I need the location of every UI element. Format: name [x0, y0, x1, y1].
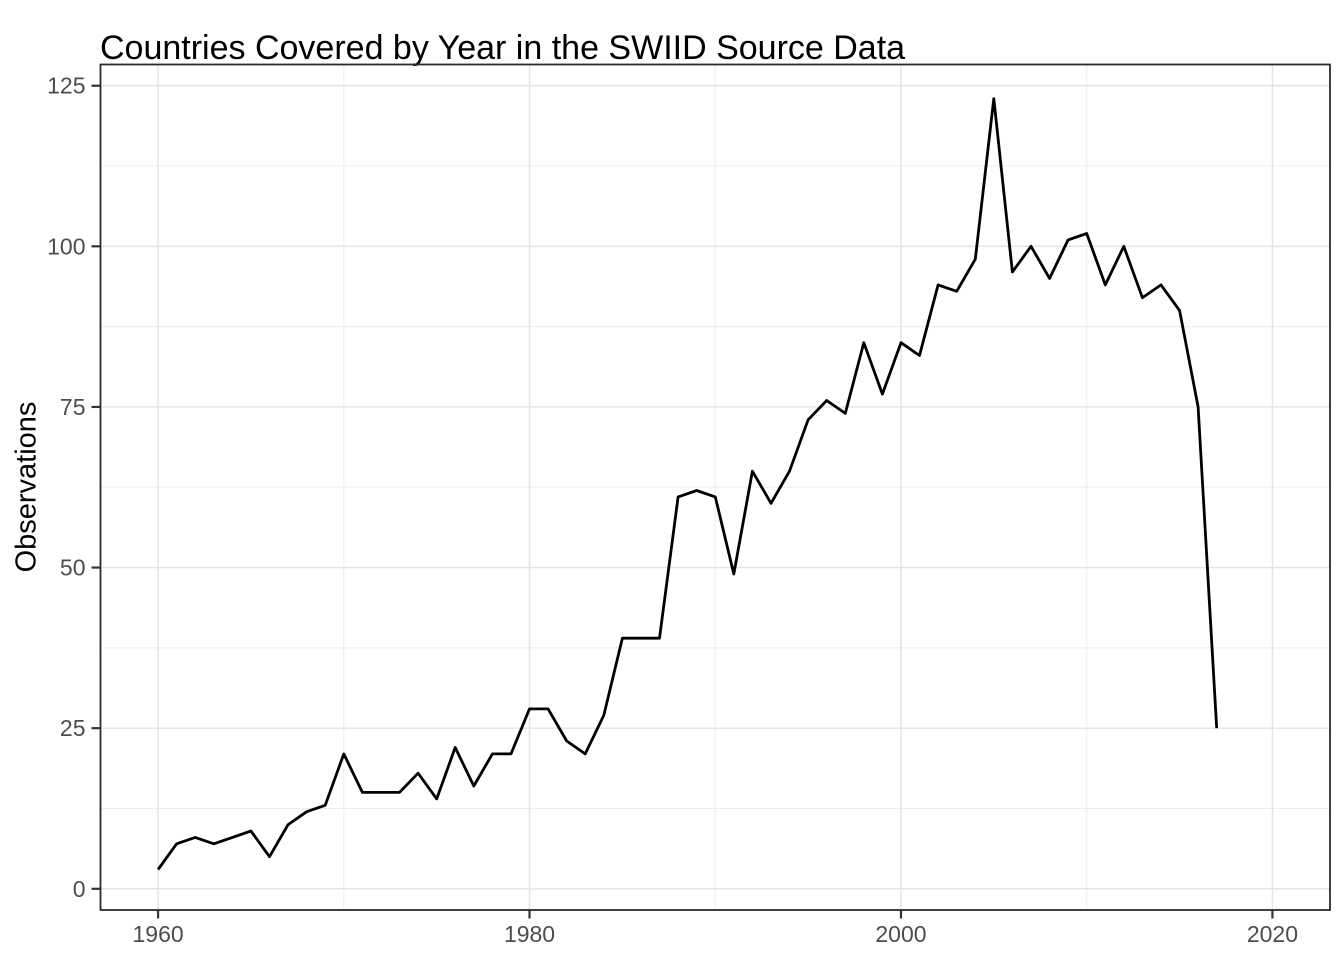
- y-axis-tick-label: 50: [60, 555, 86, 581]
- x-axis-tick-label: 2020: [1247, 921, 1298, 947]
- y-axis-tick-label: 125: [47, 73, 85, 99]
- y-axis-tick-label: 0: [73, 876, 86, 902]
- data-series-line: [156, 97, 1219, 871]
- x-axis-tick-label: 1980: [504, 921, 555, 947]
- x-axis-tick-label: 1960: [132, 921, 183, 947]
- y-axis-tick-label: 25: [60, 715, 86, 741]
- y-axis-tick-label: 75: [60, 394, 86, 420]
- chart-title: Countries Covered by Year in the SWIID S…: [100, 28, 906, 67]
- y-axis-tick-label: 100: [47, 233, 85, 259]
- panel-border: [99, 63, 1331, 911]
- x-axis-tick-label: 2000: [875, 921, 926, 947]
